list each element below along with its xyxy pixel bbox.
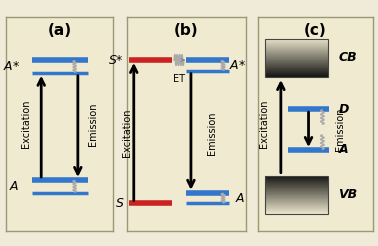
Text: (a): (a) — [48, 23, 71, 38]
Bar — [265, 56, 328, 57]
Bar — [265, 50, 328, 51]
Bar — [265, 178, 328, 179]
Text: (b): (b) — [174, 23, 198, 38]
Bar — [265, 189, 328, 190]
Bar — [265, 39, 328, 77]
Bar — [265, 182, 328, 183]
Bar — [265, 176, 328, 214]
Text: CB: CB — [339, 51, 357, 64]
Bar — [265, 190, 328, 191]
Text: $S$: $S$ — [115, 197, 124, 210]
Bar — [265, 185, 328, 186]
Bar — [265, 187, 328, 188]
Bar — [265, 196, 328, 197]
Bar — [265, 70, 328, 71]
Bar — [265, 55, 328, 56]
Text: $A$*: $A$* — [229, 59, 246, 72]
Text: Emission: Emission — [208, 111, 217, 154]
Text: VB: VB — [339, 188, 358, 201]
Bar — [265, 188, 328, 189]
Bar — [265, 58, 328, 59]
Bar — [265, 191, 328, 192]
Bar — [265, 207, 328, 208]
Bar — [265, 61, 328, 62]
Text: $A$: $A$ — [9, 180, 20, 193]
Bar — [265, 183, 328, 184]
Text: (c): (c) — [304, 23, 327, 38]
Bar — [265, 48, 328, 49]
Bar — [265, 201, 328, 202]
Bar — [265, 51, 328, 52]
Text: $A$*: $A$* — [3, 60, 20, 73]
Bar — [265, 192, 328, 193]
Bar — [265, 195, 328, 196]
Bar — [265, 210, 328, 211]
Bar — [265, 59, 328, 60]
Text: Excitation: Excitation — [21, 100, 31, 149]
Bar — [265, 42, 328, 43]
Text: Emission: Emission — [88, 103, 98, 146]
Text: $S$*: $S$* — [108, 54, 124, 66]
Bar — [265, 202, 328, 203]
Bar — [265, 206, 328, 207]
Bar — [265, 39, 328, 40]
Bar — [265, 205, 328, 206]
Text: Excitation: Excitation — [259, 100, 268, 149]
Bar — [265, 212, 328, 213]
Bar — [265, 60, 328, 61]
Bar — [265, 186, 328, 187]
Bar — [265, 211, 328, 212]
Bar — [265, 74, 328, 75]
Bar — [265, 200, 328, 201]
Bar — [265, 64, 328, 65]
Bar — [265, 76, 328, 77]
Bar — [265, 199, 328, 200]
Bar — [265, 45, 328, 46]
Bar — [265, 68, 328, 69]
Bar — [265, 203, 328, 204]
Text: D: D — [339, 103, 349, 116]
Bar — [265, 54, 328, 55]
Bar — [265, 49, 328, 50]
Bar — [265, 208, 328, 209]
Bar — [265, 209, 328, 210]
Bar — [265, 213, 328, 214]
Bar — [265, 194, 328, 195]
Bar — [265, 57, 328, 58]
Bar — [265, 71, 328, 72]
Bar — [265, 179, 328, 180]
Bar — [265, 193, 328, 194]
Bar — [265, 176, 328, 177]
Bar — [265, 41, 328, 42]
Bar — [265, 46, 328, 47]
Bar — [265, 44, 328, 45]
Bar — [265, 75, 328, 76]
Text: ET: ET — [173, 74, 185, 84]
Bar — [265, 181, 328, 182]
Bar — [265, 43, 328, 44]
Text: $A$: $A$ — [235, 192, 246, 205]
Bar — [265, 180, 328, 181]
Bar — [265, 63, 328, 64]
Text: Excitation: Excitation — [122, 108, 132, 157]
Bar — [265, 184, 328, 185]
Bar — [265, 47, 328, 48]
Bar — [265, 197, 328, 198]
Bar — [265, 198, 328, 199]
Bar — [265, 177, 328, 178]
Bar — [265, 65, 328, 66]
Bar — [265, 204, 328, 205]
Bar — [265, 69, 328, 70]
Bar — [265, 53, 328, 54]
Bar — [265, 67, 328, 68]
Text: A: A — [339, 143, 348, 156]
Bar — [265, 52, 328, 53]
Bar — [265, 66, 328, 67]
Text: Emission: Emission — [335, 108, 345, 151]
Bar — [265, 72, 328, 73]
Bar — [265, 73, 328, 74]
Bar — [265, 40, 328, 41]
Bar — [265, 62, 328, 63]
